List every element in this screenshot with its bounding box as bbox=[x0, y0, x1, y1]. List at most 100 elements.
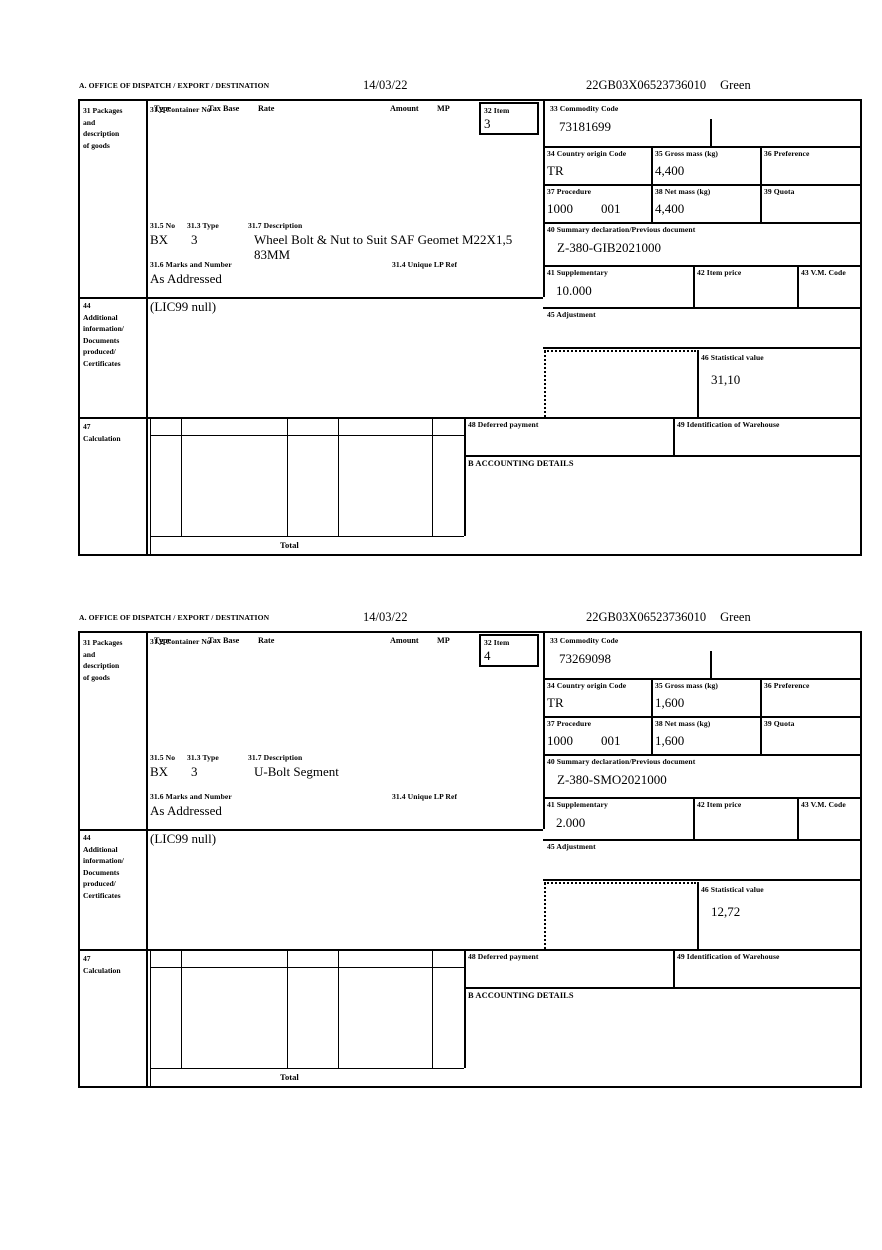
country-origin-code-value: TR bbox=[547, 162, 564, 178]
form-body: 31 Packages and description of goods 31.… bbox=[78, 101, 862, 556]
box-41-42-divider bbox=[693, 265, 695, 307]
box-42-43-divider bbox=[797, 265, 799, 307]
description-line-1: U-Bolt Segment bbox=[254, 763, 339, 779]
reference-number: 22GB03X06523736010 bbox=[586, 610, 707, 624]
box-31-7-description: 31.7 Description U-Bolt Segment bbox=[248, 753, 538, 779]
item-number-value: 3 bbox=[484, 116, 491, 131]
calc-header-amount: Amount bbox=[390, 104, 419, 113]
box-33-bottom-rule bbox=[543, 146, 862, 148]
box-37-bottom-rule bbox=[543, 222, 862, 224]
box-48-bottom-rule bbox=[464, 455, 860, 457]
box-48-49-divider bbox=[673, 949, 675, 987]
box-35-gross-mass: 35 Gross mass (kg) 1,600 bbox=[655, 681, 719, 710]
calc-total-label: Total bbox=[280, 1072, 299, 1082]
packages-no-value: BX bbox=[150, 231, 169, 247]
box-31-2-container-no: 31.2 Container No bbox=[150, 105, 211, 114]
commodity-code-value: 73181699 bbox=[559, 118, 611, 134]
box-44-label: 44 Additional information/ Documents pro… bbox=[83, 301, 124, 368]
previous-document-value: Z-380-SMO2021000 bbox=[557, 771, 667, 787]
box-44-label: 44 Additional information/ Documents pro… bbox=[83, 833, 124, 900]
box-34-35-divider bbox=[651, 146, 653, 184]
box-33-commodity-code: 33 Commodity Code 73181699 bbox=[547, 104, 862, 146]
calc-col-rate-left bbox=[287, 417, 288, 536]
box-46-statistical-value: 46 Statistical value 12,72 bbox=[701, 885, 861, 919]
office-of-dispatch-label: A. OFFICE OF DISPATCH / EXPORT / DESTINA… bbox=[79, 613, 270, 622]
box-48-deferred-payment: 48 Deferred payment bbox=[468, 952, 539, 961]
route-colour: Green bbox=[720, 78, 751, 92]
packages-type-value: 3 bbox=[191, 231, 198, 247]
box-b-accounting-details: B ACCOUNTING DETAILS bbox=[468, 459, 574, 468]
gross-mass-value: 4,400 bbox=[655, 162, 685, 178]
calc-col-rate-left bbox=[287, 949, 288, 1068]
reference-number: 22GB03X06523736010 bbox=[586, 78, 707, 92]
marks-and-number-value: As Addressed bbox=[150, 270, 222, 286]
box-43-vm-code: 43 V.M. Code bbox=[801, 268, 846, 277]
procedure-code-2: 001 bbox=[601, 200, 621, 216]
goods-bottom-rule bbox=[80, 297, 543, 299]
box-45-dotted-horizontal bbox=[544, 350, 696, 352]
box-37-38-divider bbox=[651, 184, 653, 222]
calc-col-amount-left bbox=[338, 417, 339, 536]
box-40-previous-document: 40 Summary declaration/Previous document… bbox=[547, 757, 862, 787]
goods-right-divider bbox=[543, 101, 545, 297]
country-origin-code-value: TR bbox=[547, 694, 564, 710]
supplementary-value: 2.000 bbox=[556, 814, 586, 830]
box-31-5-no: 31.5 No BX bbox=[150, 753, 176, 779]
box-41-supplementary: 41 Supplementary 10.000 bbox=[547, 268, 608, 298]
box-47-top-rule bbox=[80, 417, 860, 419]
box-42-43-divider bbox=[797, 797, 799, 839]
box-47-top-rule bbox=[80, 949, 860, 951]
box-34-bottom-rule bbox=[543, 184, 862, 186]
calc-header-amount: Amount bbox=[390, 636, 419, 645]
box-b-accounting-details: B ACCOUNTING DETAILS bbox=[468, 991, 574, 1000]
box-45-bottom-rule bbox=[543, 879, 862, 881]
procedure-code-1: 1000 bbox=[547, 200, 573, 216]
box-41-bottom-rule bbox=[543, 307, 862, 309]
calc-header-tax-base: Tax Base bbox=[208, 636, 240, 645]
description-line-1: Wheel Bolt & Nut to Suit SAF Geomet M22X… bbox=[254, 231, 513, 247]
box-48-left-divider bbox=[464, 949, 466, 1068]
box-31-label: 31 Packages and description of goods bbox=[83, 638, 123, 682]
box-44-additional-information: (LIC99 null) bbox=[150, 831, 540, 846]
marks-and-number-value: As Addressed bbox=[150, 802, 222, 818]
box-32-item: 32 Item 3 bbox=[479, 102, 539, 135]
box-41-supplementary: 41 Supplementary 2.000 bbox=[547, 800, 608, 830]
procedure-code-1: 1000 bbox=[547, 732, 573, 748]
item-number-value: 4 bbox=[484, 648, 491, 663]
calc-header-tax-base: Tax Base bbox=[208, 104, 240, 113]
description-line-2: 83MM bbox=[254, 246, 291, 262]
box-42-item-price: 42 Item price bbox=[697, 268, 742, 277]
box-40-bottom-rule bbox=[543, 797, 862, 799]
calc-col-mp-left bbox=[432, 417, 433, 536]
box-32-item: 32 Item 4 bbox=[479, 634, 539, 667]
box-44-additional-information: (LIC99 null) bbox=[150, 299, 540, 314]
box-40-bottom-rule bbox=[543, 265, 862, 267]
box-34-bottom-rule bbox=[543, 716, 862, 718]
declaration-date: 14/03/22 bbox=[363, 610, 408, 624]
additional-information-value: (LIC99 null) bbox=[150, 831, 217, 846]
box-47-label: 47 Calculation bbox=[83, 954, 121, 975]
box-33-bottom-rule bbox=[543, 678, 862, 680]
box-35-36-divider bbox=[760, 678, 762, 716]
packages-type-value: 3 bbox=[191, 763, 198, 779]
box-39-quota: 39 Quota bbox=[764, 719, 795, 728]
box-31-6-marks-and-number: 31.6 Marks and Number As Addressed bbox=[150, 260, 232, 286]
box-41-42-divider bbox=[693, 797, 695, 839]
calc-header-rate: Rate bbox=[258, 636, 275, 645]
box-31-7-description: 31.7 Description Wheel Bolt & Nut to Sui… bbox=[248, 221, 538, 262]
calc-body-bottom-rule bbox=[150, 1068, 464, 1069]
net-mass-value: 4,400 bbox=[655, 200, 685, 216]
box-48-bottom-rule bbox=[464, 987, 860, 989]
calc-col-mp-left bbox=[432, 949, 433, 1068]
box-31-6-marks-and-number: 31.6 Marks and Number As Addressed bbox=[150, 792, 232, 818]
office-of-dispatch-label: A. OFFICE OF DISPATCH / EXPORT / DESTINA… bbox=[79, 81, 270, 90]
supplementary-value: 10.000 bbox=[556, 282, 592, 298]
declaration-reference: 22GB03X06523736010 Green bbox=[586, 78, 751, 93]
box-37-bottom-rule bbox=[543, 754, 862, 756]
box-34-country-origin-code: 34 Country origin Code TR bbox=[547, 681, 627, 710]
form-header: A. OFFICE OF DISPATCH / EXPORT / DESTINA… bbox=[78, 610, 862, 633]
box-33-inner-tick bbox=[710, 651, 712, 678]
box-46-left-divider bbox=[697, 882, 699, 949]
box-39-quota: 39 Quota bbox=[764, 187, 795, 196]
